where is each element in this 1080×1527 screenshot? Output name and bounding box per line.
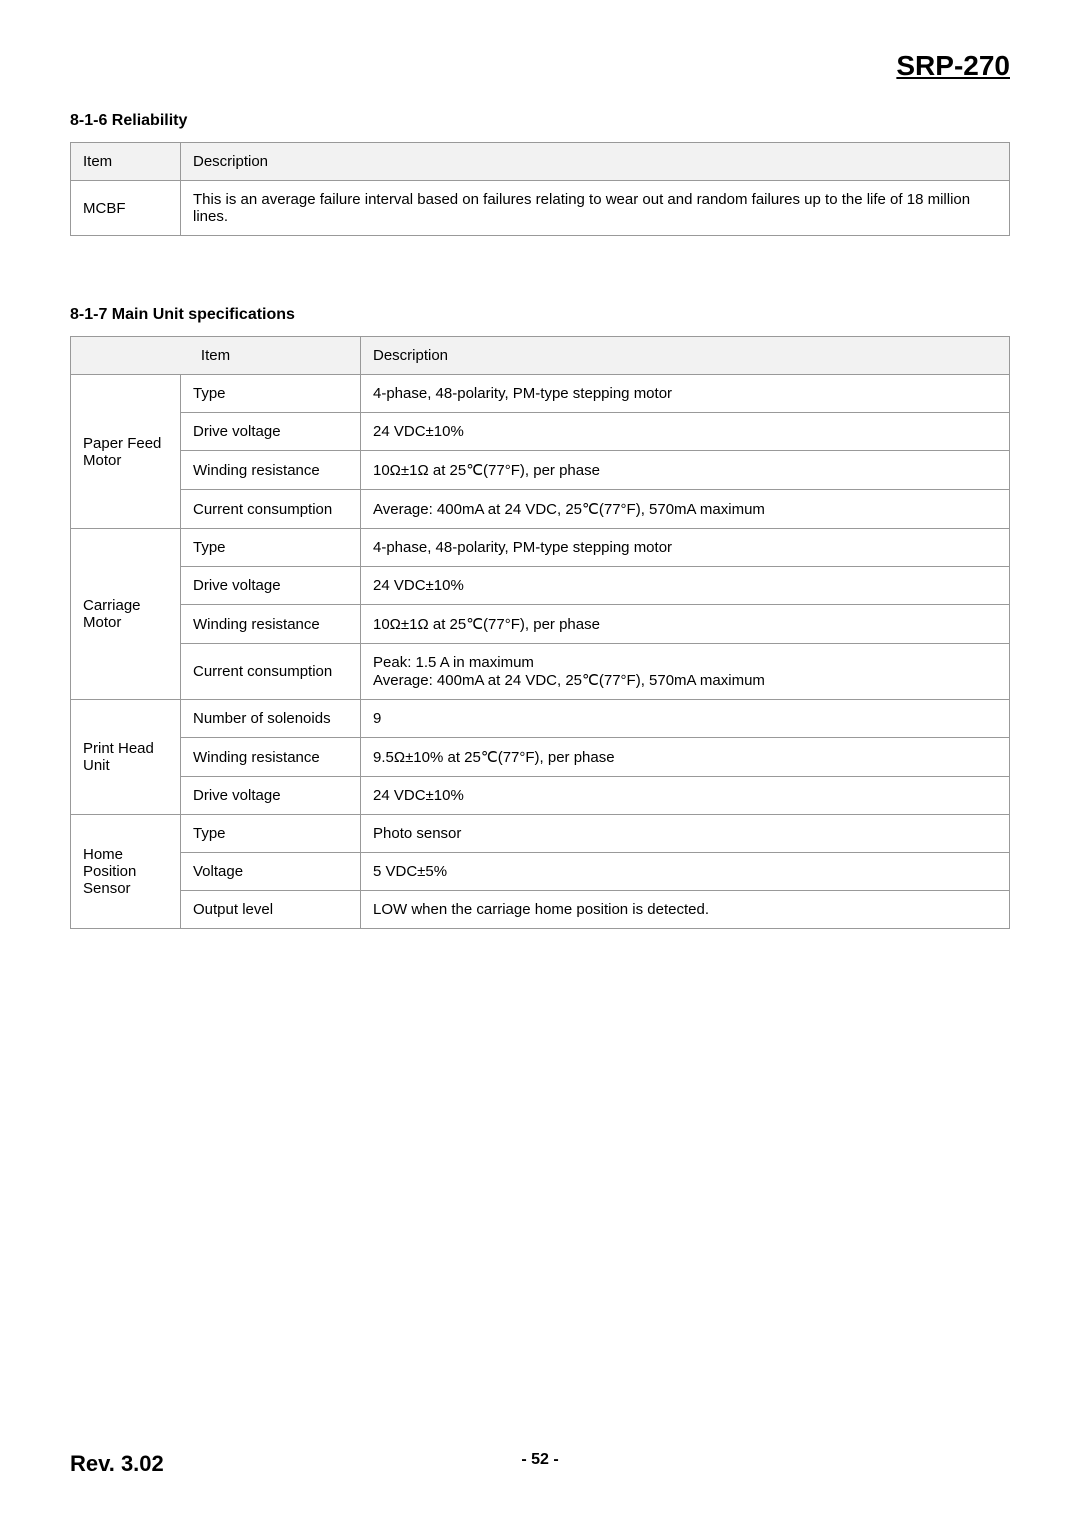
desc-cell: 9	[361, 700, 1010, 738]
desc-cell: 4-phase, 48-polarity, PM-type stepping m…	[361, 375, 1010, 413]
table-header-description: Description	[361, 337, 1010, 375]
group-cell: Paper Feed Motor	[71, 375, 181, 529]
section-2-heading: 8-1-7 Main Unit specifications	[70, 306, 1010, 324]
table-header-item: Item	[71, 337, 361, 375]
cell-item: MCBF	[71, 181, 181, 236]
desc-cell: 10Ω±1Ω at 25℃(77°F), per phase	[361, 605, 1010, 644]
revision-label: Rev. 3.02	[70, 1451, 164, 1477]
subitem-cell: Output level	[181, 891, 361, 929]
subitem-cell: Type	[181, 529, 361, 567]
table-row: Drive voltage 24 VDC±10%	[71, 413, 1010, 451]
table-row: Winding resistance 9.5Ω±10% at 25℃(77°F)…	[71, 738, 1010, 777]
subitem-cell: Drive voltage	[181, 777, 361, 815]
section-1-heading: 8-1-6 Reliability	[70, 112, 1010, 130]
subitem-cell: Drive voltage	[181, 413, 361, 451]
desc-cell: 24 VDC±10%	[361, 777, 1010, 815]
subitem-cell: Current consumption	[181, 644, 361, 700]
subitem-cell: Number of solenoids	[181, 700, 361, 738]
table-row: Carriage Motor Type 4-phase, 48-polarity…	[71, 529, 1010, 567]
desc-cell: 5 VDC±5%	[361, 853, 1010, 891]
desc-cell: Average: 400mA at 24 VDC, 25℃(77°F), 570…	[361, 490, 1010, 529]
subitem-cell: Drive voltage	[181, 567, 361, 605]
table-row: Winding resistance 10Ω±1Ω at 25℃(77°F), …	[71, 605, 1010, 644]
table-row: Current consumption Peak: 1.5 A in maxim…	[71, 644, 1010, 700]
desc-cell: 9.5Ω±10% at 25℃(77°F), per phase	[361, 738, 1010, 777]
table-row: Drive voltage 24 VDC±10%	[71, 567, 1010, 605]
group-cell: Print Head Unit	[71, 700, 181, 815]
subitem-cell: Type	[181, 815, 361, 853]
reliability-table: Item Description MCBF This is an average…	[70, 142, 1010, 236]
desc-cell: 4-phase, 48-polarity, PM-type stepping m…	[361, 529, 1010, 567]
table-row: Voltage 5 VDC±5%	[71, 853, 1010, 891]
group-cell: Carriage Motor	[71, 529, 181, 700]
table-header-description: Description	[181, 143, 1010, 181]
subitem-cell: Voltage	[181, 853, 361, 891]
subitem-cell: Current consumption	[181, 490, 361, 529]
desc-cell: 24 VDC±10%	[361, 413, 1010, 451]
table-row: Current consumption Average: 400mA at 24…	[71, 490, 1010, 529]
page-number: - 52 -	[521, 1451, 558, 1469]
desc-cell: LOW when the carriage home position is d…	[361, 891, 1010, 929]
subitem-cell: Winding resistance	[181, 738, 361, 777]
table-row: Print Head Unit Number of solenoids 9	[71, 700, 1010, 738]
main-unit-table: Item Description Paper Feed Motor Type 4…	[70, 336, 1010, 929]
model-title: SRP-270	[70, 50, 1010, 82]
table-row: Home Position Sensor Type Photo sensor	[71, 815, 1010, 853]
table-row: Paper Feed Motor Type 4-phase, 48-polari…	[71, 375, 1010, 413]
desc-cell: 10Ω±1Ω at 25℃(77°F), per phase	[361, 451, 1010, 490]
desc-cell: Photo sensor	[361, 815, 1010, 853]
cell-description: This is an average failure interval base…	[181, 181, 1010, 236]
group-cell: Home Position Sensor	[71, 815, 181, 929]
desc-cell: Peak: 1.5 A in maximum Average: 400mA at…	[361, 644, 1010, 700]
table-row: Drive voltage 24 VDC±10%	[71, 777, 1010, 815]
table-header-item: Item	[71, 143, 181, 181]
table-row: Output level LOW when the carriage home …	[71, 891, 1010, 929]
table-row: MCBF This is an average failure interval…	[71, 181, 1010, 236]
desc-cell: 24 VDC±10%	[361, 567, 1010, 605]
subitem-cell: Winding resistance	[181, 605, 361, 644]
subitem-cell: Winding resistance	[181, 451, 361, 490]
table-row: Winding resistance 10Ω±1Ω at 25℃(77°F), …	[71, 451, 1010, 490]
page-footer: Rev. 3.02 - 52 -	[70, 1451, 1010, 1477]
subitem-cell: Type	[181, 375, 361, 413]
